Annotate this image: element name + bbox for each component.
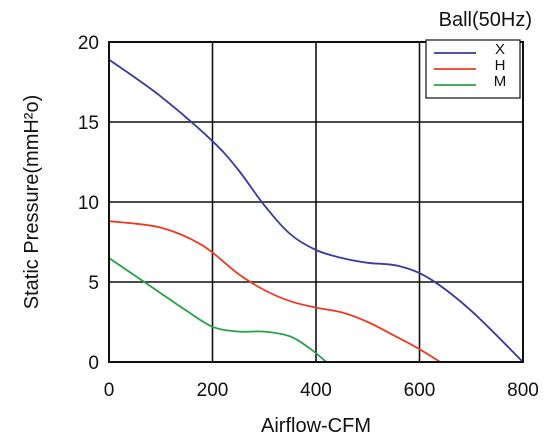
x-tick-label: 400 (300, 380, 332, 401)
y-tick-label: 5 (88, 273, 99, 294)
legend-label-x: X (495, 41, 505, 58)
x-tick-label: 200 (197, 380, 229, 401)
legend-label-h: H (495, 57, 506, 74)
series-line-x (108, 58, 524, 363)
y-tick-label: 15 (78, 113, 99, 134)
y-tick-label: 0 (88, 353, 99, 374)
axes-layer (108, 41, 524, 363)
grid-layer (109, 42, 523, 362)
series-layer (108, 58, 524, 363)
plot-frame (108, 41, 524, 363)
x-tick-label: 0 (104, 380, 115, 401)
y-tick-label: 10 (78, 193, 99, 214)
x-tick-label: 600 (404, 380, 436, 401)
x-axis-title: Airflow-CFM (261, 415, 371, 437)
series-line-m (108, 257, 328, 363)
x-tick-label: 800 (507, 380, 539, 401)
legend-items: XHM (434, 41, 506, 90)
chart-title: Ball(50Hz) (439, 9, 532, 31)
tick-labels: 0 200 400 600 800 0 5 10 15 20 (78, 33, 539, 401)
series-line-h (108, 220, 442, 363)
legend: XHM (425, 39, 521, 99)
y-axis-title: Static Pressure(mmH²o) (21, 95, 43, 309)
legend-label-m: M (494, 73, 507, 90)
y-tick-label: 20 (78, 33, 99, 54)
